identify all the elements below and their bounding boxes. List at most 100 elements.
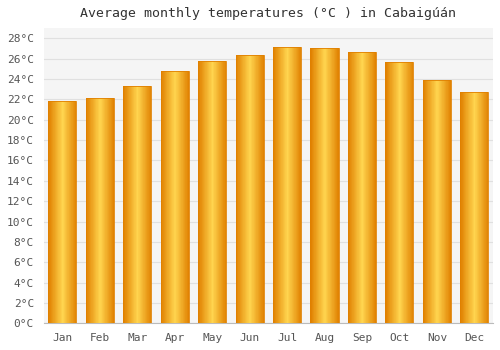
Bar (56, 102, 57, 323)
Bar (184, 71, 185, 323)
Bar (323, 48, 324, 323)
Bar (87, 98, 88, 323)
Bar (348, 52, 376, 323)
Bar (211, 61, 212, 323)
Bar (146, 86, 147, 323)
Bar (354, 52, 355, 323)
Bar (362, 52, 363, 323)
Bar (74, 102, 76, 323)
Bar (110, 98, 111, 323)
Bar (360, 52, 361, 323)
Bar (285, 47, 286, 323)
Bar (402, 62, 403, 323)
Bar (348, 52, 349, 323)
Bar (203, 61, 204, 323)
Bar (355, 52, 356, 323)
Bar (326, 48, 327, 323)
Bar (51, 102, 52, 323)
Bar (319, 48, 320, 323)
Bar (486, 92, 488, 323)
Bar (404, 62, 405, 323)
Bar (244, 55, 245, 323)
Bar (245, 55, 246, 323)
Bar (353, 52, 354, 323)
Bar (336, 48, 337, 323)
Bar (151, 86, 152, 323)
Bar (68, 102, 69, 323)
Bar (147, 86, 148, 323)
Bar (236, 55, 238, 323)
Bar (176, 71, 177, 323)
Bar (67, 102, 68, 323)
Bar (254, 55, 256, 323)
Bar (149, 86, 150, 323)
Bar (392, 62, 394, 323)
Bar (112, 98, 113, 323)
Bar (263, 55, 264, 323)
Bar (72, 102, 73, 323)
Bar (218, 61, 219, 323)
Bar (163, 71, 164, 323)
Bar (280, 47, 281, 323)
Bar (166, 71, 167, 323)
Bar (236, 55, 264, 323)
Bar (177, 71, 178, 323)
Bar (201, 61, 202, 323)
Bar (171, 71, 172, 323)
Bar (144, 86, 145, 323)
Bar (317, 48, 318, 323)
Bar (373, 52, 374, 323)
Bar (440, 80, 441, 323)
Bar (150, 86, 151, 323)
Bar (63, 102, 64, 323)
Bar (387, 62, 388, 323)
Bar (436, 80, 437, 323)
Bar (225, 61, 226, 323)
Bar (180, 71, 181, 323)
Bar (316, 48, 317, 323)
Bar (397, 62, 398, 323)
Bar (93, 98, 94, 323)
Bar (370, 52, 371, 323)
Bar (371, 52, 372, 323)
Bar (94, 98, 95, 323)
Bar (299, 47, 300, 323)
Bar (167, 71, 168, 323)
Bar (283, 47, 284, 323)
Bar (187, 71, 188, 323)
Bar (441, 80, 442, 323)
Bar (107, 98, 108, 323)
Bar (242, 55, 243, 323)
Bar (128, 86, 129, 323)
Bar (400, 62, 401, 323)
Bar (250, 55, 251, 323)
Bar (132, 86, 133, 323)
Bar (460, 92, 461, 323)
Bar (444, 80, 446, 323)
Bar (91, 98, 92, 323)
Bar (54, 102, 55, 323)
Bar (145, 86, 146, 323)
Bar (125, 86, 126, 323)
Bar (467, 92, 468, 323)
Bar (127, 86, 128, 323)
Bar (102, 98, 103, 323)
Bar (48, 102, 76, 323)
Bar (58, 102, 59, 323)
Bar (296, 47, 297, 323)
Bar (483, 92, 484, 323)
Bar (388, 62, 389, 323)
Bar (49, 102, 50, 323)
Bar (248, 55, 249, 323)
Bar (206, 61, 207, 323)
Bar (466, 92, 467, 323)
Bar (443, 80, 444, 323)
Bar (423, 80, 424, 323)
Bar (219, 61, 220, 323)
Bar (103, 98, 104, 323)
Bar (279, 47, 280, 323)
Bar (135, 86, 136, 323)
Bar (410, 62, 411, 323)
Bar (133, 86, 134, 323)
Bar (460, 92, 488, 323)
